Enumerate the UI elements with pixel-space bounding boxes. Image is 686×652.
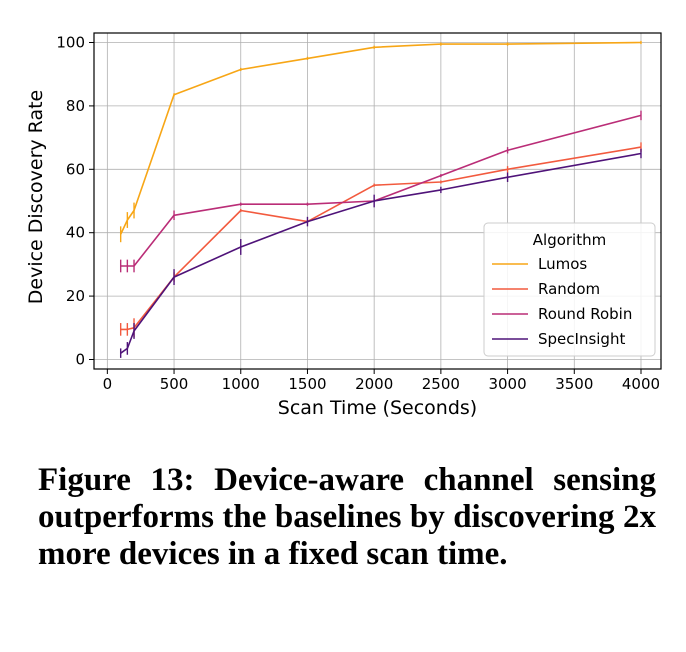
y-axis-label: Device Discovery Rate — [25, 90, 47, 305]
legend-label-specinsight: SpecInsight — [538, 330, 625, 348]
legend-label-round-robin: Round Robin — [538, 305, 632, 323]
legend-label-lumos: Lumos — [538, 255, 587, 273]
y-tick-label: 20 — [66, 287, 85, 305]
legend-box — [483, 222, 656, 357]
x-tick-label: 2500 — [422, 375, 460, 393]
series-round-robin — [119, 110, 642, 273]
x-tick-label: 4000 — [622, 375, 660, 393]
legend-title: Algorithm — [533, 231, 606, 249]
line-chart: 0 500 1000 1500 2000 2500 3000 3500 4000 0 20 40 60 8… — [25, 32, 662, 419]
y-tick-label: 100 — [56, 34, 85, 52]
series-lumos — [119, 40, 642, 243]
legend: Algorithm Lumos Random Round Robin SpecInsi… — [483, 222, 656, 357]
figure-caption: Figure 13: Device-aware channel sensing … — [38, 462, 656, 572]
x-tick-label: 2000 — [355, 375, 393, 393]
series-line-random — [120, 146, 642, 331]
x-tick-label: 3000 — [488, 375, 526, 393]
series-line-lumos — [119, 41, 642, 235]
axis-ticks: 0 500 1000 1500 2000 2500 3000 3500 4000 0 20 40 60 8… — [56, 34, 660, 393]
series-lines — [119, 40, 642, 358]
plot-frame — [93, 32, 662, 370]
x-tick-label: 0 — [103, 375, 113, 393]
series-specinsight — [119, 148, 642, 358]
x-tick-label: 1500 — [288, 375, 326, 393]
x-tick-label: 500 — [160, 375, 189, 393]
y-tick-label: 60 — [66, 160, 85, 178]
legend-label-random: Random — [538, 280, 600, 298]
legend-items: Lumos Random Round Robin SpecInsight — [492, 255, 632, 348]
series-line-specinsight — [120, 152, 642, 354]
y-tick-label: 40 — [66, 224, 85, 242]
x-axis-label: Scan Time (Seconds) — [278, 397, 477, 419]
x-tick-label: 3500 — [555, 375, 593, 393]
y-tick-label: 0 — [75, 350, 85, 368]
x-tick-label: 1000 — [222, 375, 260, 393]
y-tick-label: 80 — [66, 97, 85, 115]
series-line-round-robin — [120, 114, 642, 267]
